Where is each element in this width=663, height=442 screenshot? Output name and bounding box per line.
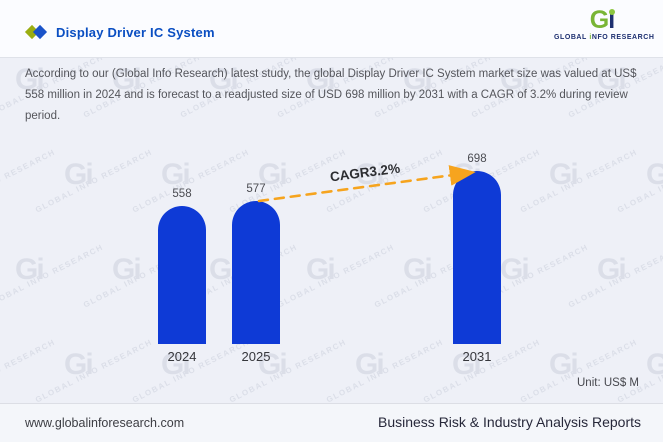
- bar-year-label: 2031: [462, 349, 492, 364]
- page-title: Display Driver IC System: [56, 24, 215, 40]
- header-bar: Display Driver IC System Gi GLOBAL iNFO …: [0, 0, 663, 58]
- bar-2025: [232, 201, 280, 344]
- footer-bar: www.globalinforesearch.com Business Risk…: [0, 403, 663, 442]
- logo-caption: GLOBAL iNFO RESEARCH: [554, 34, 655, 41]
- bar-2024: [158, 206, 206, 344]
- diamond-bullet-icon: [24, 24, 48, 40]
- unit-label: Unit: US$ M: [577, 377, 639, 389]
- website-link[interactable]: www.globalinforesearch.com: [25, 416, 185, 430]
- report-title-group: Display Driver IC System: [24, 24, 215, 40]
- logo-dot-icon: [609, 9, 616, 15]
- bar-value-label: 698: [467, 153, 487, 165]
- bar-year-label: 2025: [241, 349, 271, 364]
- bar-2031: [453, 171, 501, 344]
- bar-value-label: 558: [172, 188, 192, 200]
- bar-value-label: 577: [246, 183, 266, 195]
- footer-tagline: Business Risk & Industry Analysis Report…: [378, 414, 641, 430]
- bar-year-label: 2024: [167, 349, 197, 364]
- gi-logo-icon: Gi: [589, 6, 616, 34]
- brand-logo: Gi GLOBAL iNFO RESEARCH: [554, 6, 655, 42]
- market-summary-text: According to our (Global Info Research) …: [25, 68, 637, 122]
